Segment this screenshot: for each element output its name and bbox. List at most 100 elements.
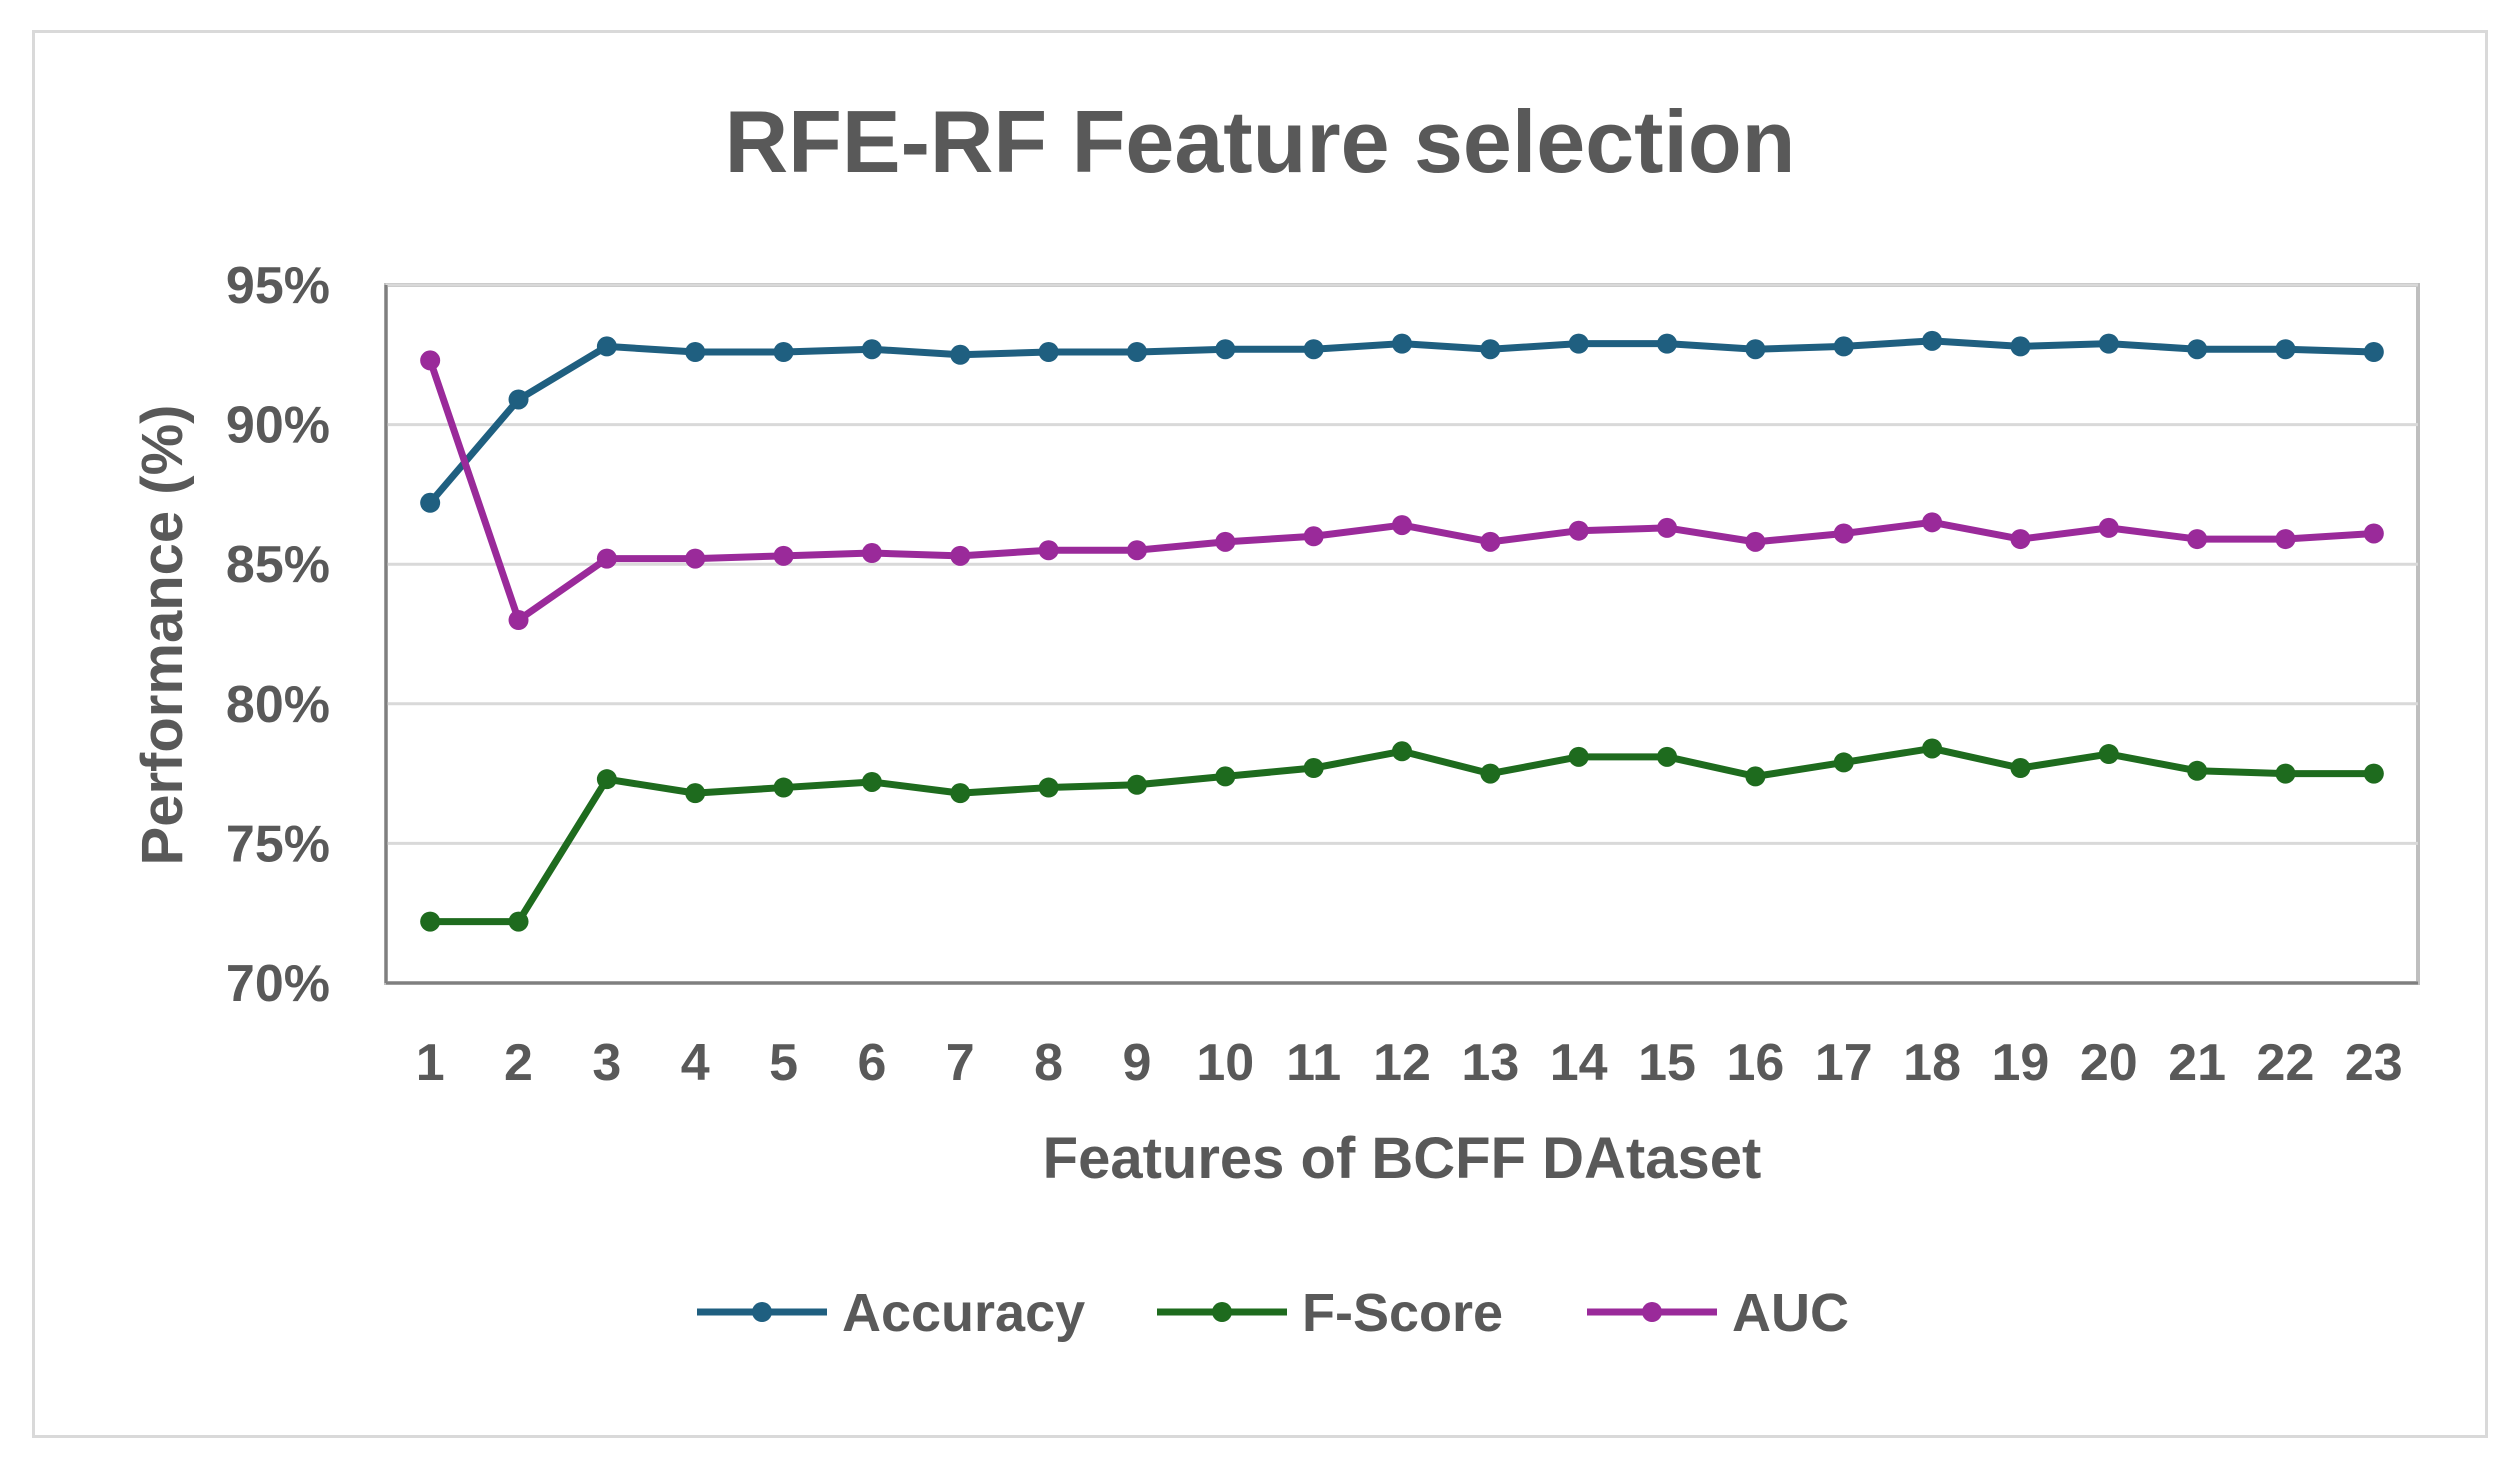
data-point-accuracy xyxy=(420,492,441,513)
y-tick-label: 85% xyxy=(226,536,330,594)
data-point-f-score xyxy=(2363,763,2384,784)
legend-swatch-marker xyxy=(752,1302,772,1322)
series-line-auc xyxy=(426,359,2375,624)
legend-label: AUC xyxy=(1732,1283,1849,1343)
x-tick-label: 20 xyxy=(2080,1034,2138,1092)
plot-border xyxy=(384,283,2420,985)
legend-label: F-Score xyxy=(1302,1283,1503,1343)
y-tick-label: 95% xyxy=(226,257,330,315)
y-tick-label: 75% xyxy=(226,815,330,873)
data-point-accuracy xyxy=(1922,330,1943,351)
series-line-f-score xyxy=(430,744,2374,926)
legend-swatch-marker xyxy=(1212,1302,1232,1322)
data-point-auc xyxy=(1568,520,1589,541)
x-tick-label: 11 xyxy=(1286,1034,1341,1092)
x-tick-label: 9 xyxy=(1122,1034,1151,1092)
x-tick-label: 19 xyxy=(1992,1034,2050,1092)
data-point-f-score xyxy=(773,777,794,798)
x-tick-label: 23 xyxy=(2345,1034,2403,1092)
data-point-auc xyxy=(2098,517,2119,538)
x-tick-label: 22 xyxy=(2257,1034,2315,1092)
x-tick-label: 2 xyxy=(504,1034,533,1092)
data-point-accuracy xyxy=(950,344,971,365)
x-tick-label: 8 xyxy=(1034,1034,1063,1092)
data-point-accuracy xyxy=(685,342,706,363)
x-tick-label: 15 xyxy=(1638,1034,1696,1092)
x-tick-label: 21 xyxy=(2168,1034,2226,1092)
data-point-auc xyxy=(508,610,529,631)
data-point-auc xyxy=(685,548,706,569)
data-point-f-score xyxy=(1480,763,1501,784)
data-point-f-score xyxy=(2275,763,2296,784)
legend-swatch-marker xyxy=(1642,1302,1662,1322)
data-point-f-score xyxy=(950,783,971,804)
data-point-auc xyxy=(1657,517,1678,538)
data-point-accuracy xyxy=(2098,333,2119,354)
x-tick-label: 16 xyxy=(1726,1034,1784,1092)
series-line-accuracy xyxy=(427,337,2374,506)
data-point-auc xyxy=(773,545,794,566)
data-point-f-score xyxy=(1303,758,1324,779)
data-point-accuracy xyxy=(1215,339,1236,360)
data-point-f-score xyxy=(1833,752,1854,773)
x-tick-label: 13 xyxy=(1461,1034,1519,1092)
x-tick-label: 12 xyxy=(1373,1034,1431,1092)
data-point-auc xyxy=(420,350,441,371)
x-tick-label: 17 xyxy=(1815,1034,1873,1092)
legend-item-f-score: F-Score xyxy=(1157,1283,1503,1343)
x-tick-label: 14 xyxy=(1550,1034,1608,1092)
data-point-auc xyxy=(1833,523,1854,544)
data-point-f-score xyxy=(1126,774,1147,795)
data-point-accuracy xyxy=(1392,333,1412,354)
data-point-accuracy xyxy=(1657,333,1678,354)
data-point-auc xyxy=(1215,531,1236,552)
data-point-f-score xyxy=(508,911,529,932)
data-point-accuracy xyxy=(1568,333,1589,354)
x-tick-label: 4 xyxy=(681,1034,710,1092)
data-point-f-score xyxy=(685,783,706,804)
legend: Accuracy F-Score AUC xyxy=(697,1283,1849,1343)
data-point-accuracy xyxy=(1126,342,1147,363)
data-point-f-score xyxy=(1215,766,1236,787)
legend-label: Accuracy xyxy=(842,1283,1085,1343)
data-point-auc xyxy=(1922,512,1943,533)
data-point-accuracy xyxy=(2010,336,2031,357)
data-point-f-score xyxy=(1392,741,1412,762)
data-point-f-score xyxy=(1038,777,1059,798)
data-point-f-score xyxy=(596,769,617,790)
x-tick-label: 10 xyxy=(1196,1034,1254,1092)
data-point-f-score xyxy=(1568,746,1589,767)
plot-area: 95%90%85%80%75%70%1 2 3 4 5 6 7 8 9 10 11 12 13 14 15 1… xyxy=(226,257,2420,1092)
data-point-f-score xyxy=(420,911,441,932)
data-point-f-score xyxy=(2187,760,2208,781)
legend-item-auc: AUC xyxy=(1587,1283,1849,1343)
data-point-auc xyxy=(2275,529,2296,550)
y-tick-label: 80% xyxy=(226,676,330,734)
data-point-accuracy xyxy=(1833,336,1854,357)
data-point-accuracy xyxy=(861,339,882,360)
data-point-accuracy xyxy=(1745,339,1766,360)
x-tick-label: 5 xyxy=(769,1034,798,1092)
chart-frame xyxy=(32,30,2488,1438)
data-point-auc xyxy=(861,543,882,564)
data-point-accuracy xyxy=(1480,339,1501,360)
data-point-auc xyxy=(1126,540,1147,561)
y-axis-title: Performance (%) xyxy=(130,405,195,866)
data-point-accuracy xyxy=(596,336,617,357)
data-point-f-score xyxy=(2010,758,2031,779)
x-tick-label: 7 xyxy=(946,1034,975,1092)
data-point-auc xyxy=(1038,540,1059,561)
data-point-f-score xyxy=(2098,744,2119,765)
data-point-auc xyxy=(2363,523,2384,544)
data-point-f-score xyxy=(1745,766,1766,787)
x-tick-label: 3 xyxy=(592,1034,621,1092)
data-point-auc xyxy=(1745,531,1766,552)
data-point-auc xyxy=(1303,526,1324,547)
data-point-f-score xyxy=(1922,738,1943,759)
data-point-auc xyxy=(950,545,971,566)
y-tick-label: 70% xyxy=(226,955,330,1013)
x-axis-title: Features of BCFF DAtaset xyxy=(1043,1126,1762,1191)
data-point-f-score xyxy=(1657,746,1678,767)
data-point-f-score xyxy=(861,771,882,792)
